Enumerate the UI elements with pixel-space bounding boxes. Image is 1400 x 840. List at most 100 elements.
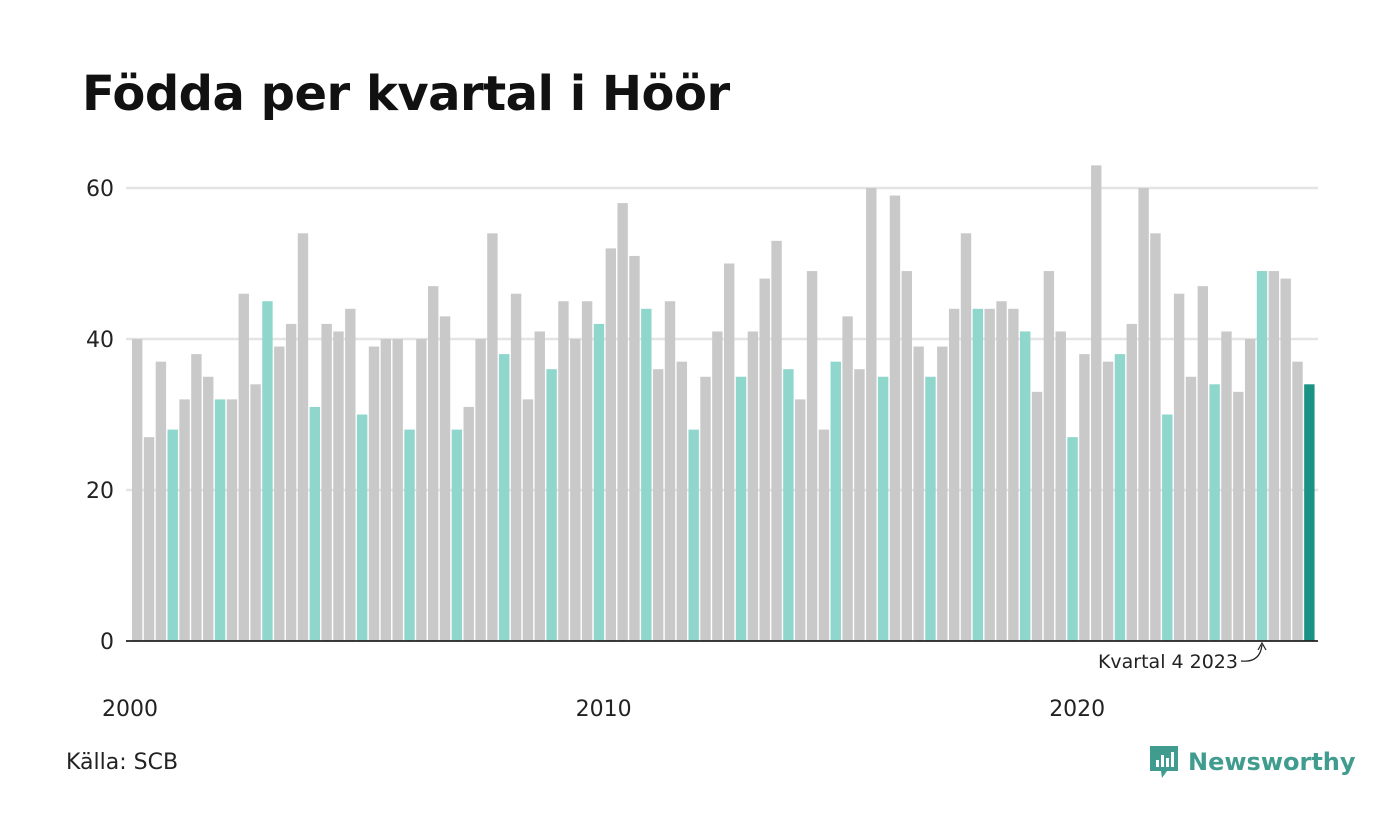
annotation-arrowhead (1257, 641, 1267, 651)
bar (1020, 331, 1031, 641)
x-tick-label: 2010 (576, 697, 632, 722)
brand-name: Newsworthy (1188, 748, 1356, 776)
bar (250, 384, 261, 641)
bar (1126, 323, 1137, 641)
bar (747, 331, 759, 641)
bar (1209, 384, 1220, 641)
bar (854, 369, 865, 641)
bar (1197, 286, 1208, 641)
bar (522, 399, 534, 641)
bar (1091, 165, 1102, 641)
bar (1292, 361, 1303, 641)
bar (1244, 339, 1256, 641)
x-tick-label: 2000 (102, 697, 158, 722)
bar (759, 278, 770, 641)
bar (451, 429, 463, 641)
bar (368, 346, 380, 641)
bar (155, 361, 167, 641)
bar (629, 255, 640, 641)
bar (1221, 331, 1232, 641)
bar (1043, 271, 1055, 641)
bar (664, 301, 676, 641)
bar (1173, 293, 1185, 641)
y-tick-label: 20 (86, 479, 114, 504)
bar (937, 346, 948, 641)
bar (877, 376, 889, 641)
bar (356, 414, 368, 641)
bar (996, 301, 1007, 641)
bar (724, 263, 735, 641)
bar (617, 203, 628, 641)
bar (439, 316, 451, 641)
bar (297, 233, 309, 642)
bar (487, 233, 498, 642)
bar (913, 346, 924, 641)
bar (203, 376, 214, 641)
bar (380, 339, 392, 641)
bar (1102, 361, 1114, 641)
bar (830, 361, 841, 641)
bar (1138, 188, 1149, 641)
bar (984, 308, 995, 641)
bar (285, 323, 297, 641)
bar (238, 293, 249, 641)
bar (972, 308, 984, 641)
bar (546, 369, 557, 641)
bar (842, 316, 853, 641)
bar-chart: 0 20 40 60 2000 2010 2020 Kvartal 4 2023 (86, 165, 1318, 722)
bar (214, 399, 226, 641)
bar (570, 339, 581, 641)
bar (960, 233, 972, 642)
bar (1079, 354, 1090, 641)
bar (416, 339, 427, 641)
y-tick-label: 0 (100, 630, 114, 655)
y-tick-label: 60 (86, 177, 114, 202)
bar-chart-bubble-icon (1150, 746, 1178, 778)
bar (558, 301, 569, 641)
source-note: Källa: SCB (66, 750, 179, 775)
bar (581, 301, 593, 641)
bar (463, 406, 474, 641)
bar (712, 331, 723, 641)
bar (179, 399, 190, 641)
annotation-label: Kvartal 4 2023 (1098, 651, 1238, 673)
bar (510, 293, 522, 641)
bar (783, 369, 794, 641)
bar (1268, 271, 1280, 641)
bar (771, 240, 782, 641)
bar (735, 376, 747, 641)
bar (641, 308, 652, 641)
bar-latest (1304, 384, 1315, 641)
bar (948, 308, 960, 641)
bar (901, 271, 912, 641)
x-axis-ticks: 2000 2010 2020 (102, 697, 1105, 722)
annotation-arrow (1240, 644, 1263, 662)
bar (818, 429, 830, 641)
bar (593, 323, 605, 641)
brand-logo[interactable]: Newsworthy (1148, 744, 1356, 780)
bar (428, 286, 439, 641)
bar (226, 399, 238, 641)
latest-annotation: Kvartal 4 2023 (1098, 641, 1267, 673)
bar (404, 429, 415, 641)
bar (167, 429, 178, 641)
bar (1150, 233, 1161, 642)
bar (688, 429, 699, 641)
bar (1008, 308, 1019, 641)
y-axis-ticks: 0 20 40 60 (86, 177, 114, 655)
bar (652, 369, 664, 641)
bar (925, 376, 936, 641)
bar (1114, 354, 1126, 641)
bar (534, 331, 545, 641)
bar (333, 331, 344, 641)
bar (143, 437, 155, 641)
bar (499, 354, 510, 641)
bar (1233, 391, 1244, 641)
bar (889, 195, 901, 642)
bar (1256, 271, 1268, 641)
chart-title: Födda per kvartal i Höör (82, 66, 730, 122)
bar (274, 346, 285, 641)
bar (191, 354, 202, 641)
bar (1162, 414, 1173, 641)
bar (392, 339, 403, 641)
